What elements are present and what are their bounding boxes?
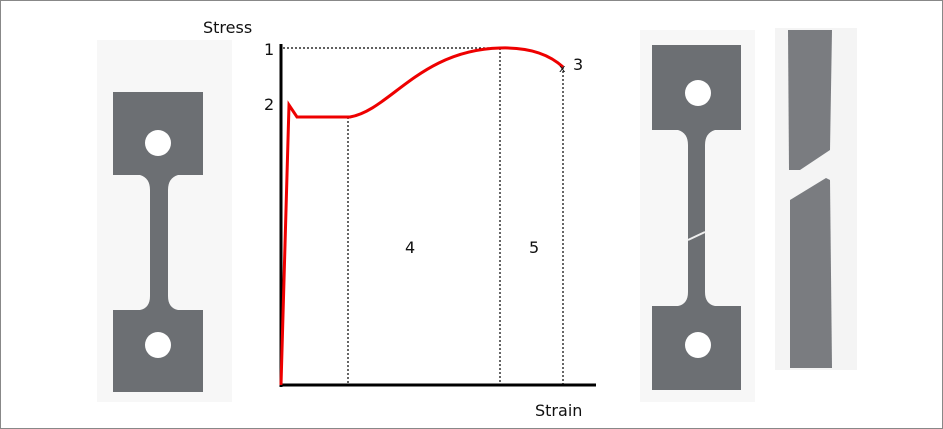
point-label: 1 [264, 40, 274, 59]
specimen-necked [640, 30, 755, 402]
point-label: 3 [573, 55, 583, 74]
fracture-pieces [775, 28, 857, 370]
region-label: 4 [405, 238, 415, 257]
x-axis-label: Strain [535, 401, 582, 420]
guides [283, 47, 564, 385]
region-label: 5 [529, 238, 539, 257]
point-label: 2 [264, 95, 274, 114]
y-axis-label: Stress [203, 18, 252, 37]
stress-strain-curve [279, 46, 565, 386]
specimen-intact [97, 40, 232, 402]
fracture-marker: x [559, 62, 566, 75]
